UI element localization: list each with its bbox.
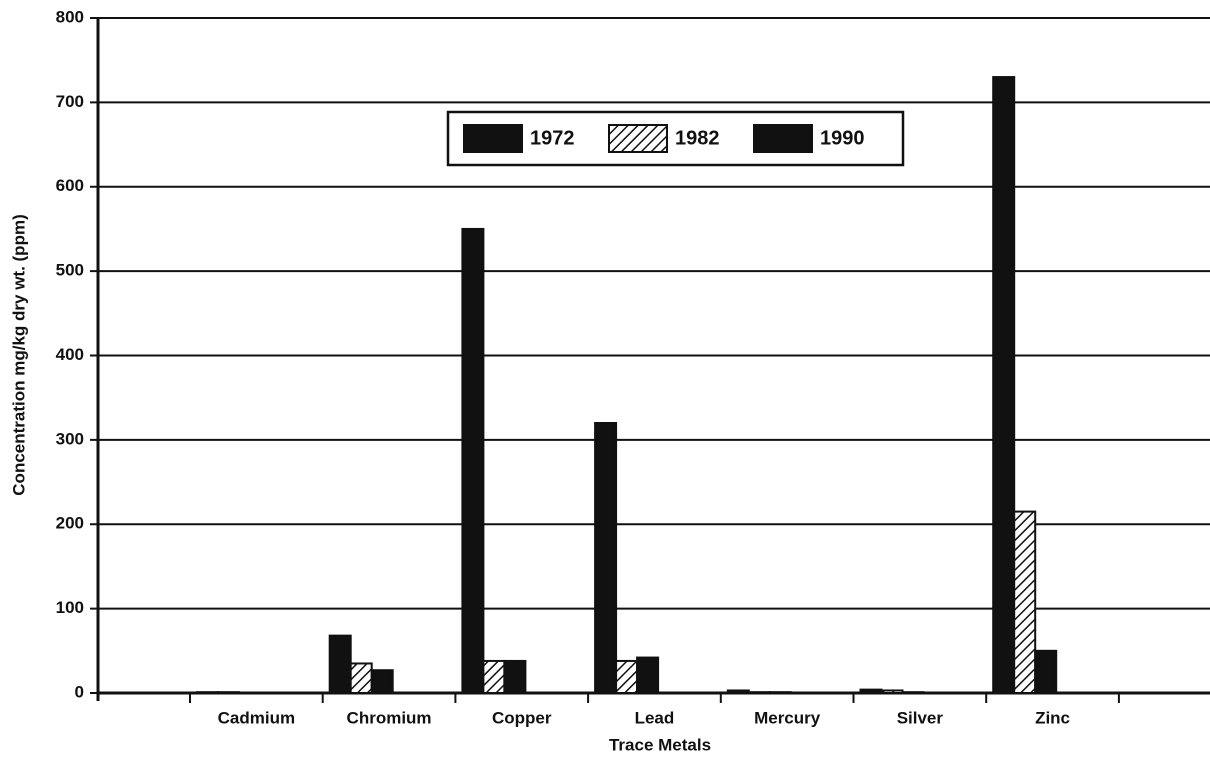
y-axis-label: Concentration mg/kg dry wt. (ppm)	[9, 214, 28, 495]
x-axis-label: Trace Metals	[609, 735, 711, 754]
bar	[370, 669, 394, 694]
y-tick-label: 400	[56, 345, 84, 364]
bar	[328, 634, 352, 694]
legend-swatch	[463, 124, 523, 153]
bar	[747, 691, 771, 694]
bar	[196, 691, 219, 694]
bar	[594, 422, 618, 694]
x-tick-label: Chromium	[347, 708, 432, 727]
legend-label: 1982	[675, 127, 720, 149]
x-tick-label: Copper	[492, 708, 552, 727]
bar	[1034, 649, 1058, 694]
legend-box	[446, 110, 905, 167]
bar	[901, 691, 925, 694]
x-tick-label: Zinc	[1035, 708, 1070, 727]
bar	[349, 662, 373, 694]
bar	[880, 689, 904, 694]
y-tick-label: 800	[56, 7, 84, 26]
bar	[768, 691, 792, 694]
y-tick-label: 100	[56, 598, 84, 617]
legend-swatch	[608, 124, 668, 153]
y-tick-label: 0	[75, 682, 84, 701]
y-tick-label: 600	[56, 176, 84, 195]
y-tick-label: 300	[56, 429, 84, 448]
bar	[726, 689, 750, 694]
x-tick-label: Mercury	[754, 708, 821, 727]
y-tick-label: 200	[56, 514, 84, 533]
bar	[503, 659, 527, 694]
bar	[859, 688, 883, 694]
legend-swatch	[753, 124, 813, 153]
x-tick-label: Cadmium	[218, 708, 295, 727]
y-tick-label: 500	[56, 261, 84, 280]
bar	[615, 659, 639, 694]
legend-label: 1972	[530, 127, 575, 149]
x-tick-label: Lead	[635, 708, 675, 727]
legend-label: 1990	[820, 127, 865, 149]
bar	[992, 76, 1016, 694]
bar	[1013, 510, 1037, 694]
x-tick-label: Silver	[897, 708, 944, 727]
bar	[482, 659, 506, 694]
bar	[636, 656, 660, 694]
bar	[217, 691, 240, 694]
bar	[461, 227, 485, 694]
y-tick-label: 700	[56, 92, 84, 111]
